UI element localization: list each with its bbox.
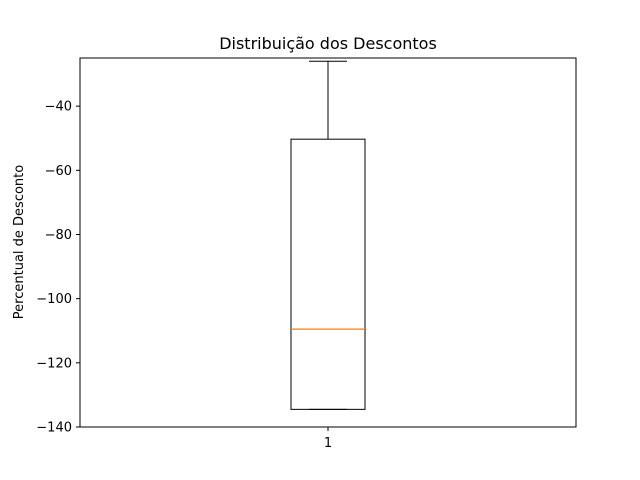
box-1	[290, 60, 366, 410]
x-axis-ticks: 1	[324, 427, 332, 451]
y-axis-ticks: −40 −60 −80 −100 −120 −140	[36, 100, 80, 436]
y-axis-label: Percentual de Desconto	[12, 165, 27, 319]
y-tick-label: −80	[45, 228, 72, 243]
box-body	[290, 138, 366, 410]
y-tick-label: −120	[36, 356, 72, 371]
plot-frame	[79, 57, 577, 428]
box-series	[290, 60, 366, 410]
y-tick-label: −40	[45, 100, 72, 115]
y-tick-label: −100	[36, 292, 72, 307]
y-tick-label: −60	[45, 164, 72, 179]
chart-title: Distribuição dos Descontos	[219, 34, 437, 53]
x-tick-label: 1	[324, 436, 332, 451]
y-tick-label: −140	[36, 421, 72, 436]
